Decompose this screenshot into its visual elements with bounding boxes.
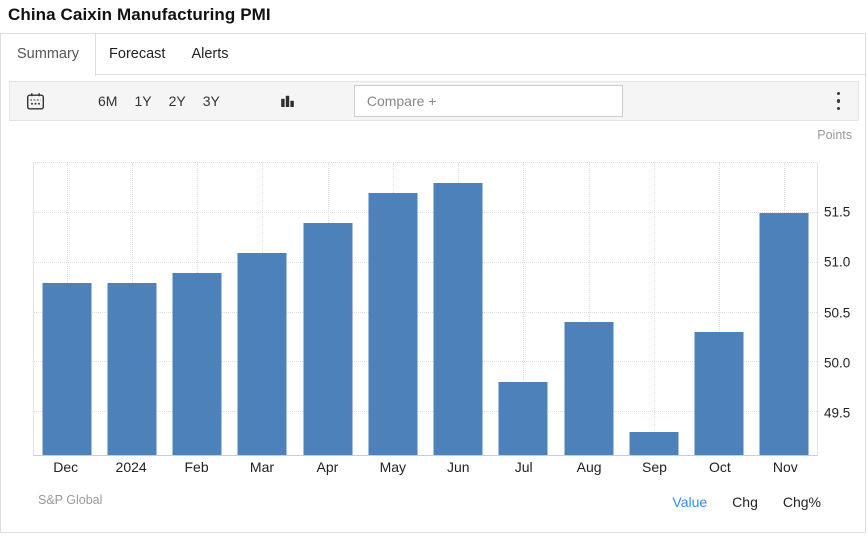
page-title: China Caixin Manufacturing PMI <box>8 5 271 24</box>
bar-Mar[interactable] <box>237 252 287 455</box>
range-buttons: 6M 1Y 2Y 3Y <box>98 93 220 109</box>
x-tick-label: Dec <box>53 459 79 475</box>
mode-link-chgpct[interactable]: Chg% <box>782 494 821 510</box>
x-tick-label: Aug <box>576 459 602 475</box>
tab-alerts[interactable]: Alerts <box>191 46 229 62</box>
bar-Jul[interactable] <box>498 382 548 455</box>
tab-forecast[interactable]: Forecast <box>109 46 166 62</box>
x-axis-labels: Dec 2024 Feb Mar Apr May Jun Jul Aug Sep Oct Nov <box>33 459 818 475</box>
bar-Aug[interactable] <box>564 322 614 455</box>
bar-Apr[interactable] <box>303 222 353 455</box>
bar-May[interactable] <box>368 192 418 455</box>
x-tick-label: Nov <box>772 459 798 475</box>
series-mode-links: Value Chg Chg% <box>672 494 821 510</box>
axis-unit-label: Points <box>817 128 852 142</box>
bar-Nov[interactable] <box>759 212 809 455</box>
bar-Jun[interactable] <box>433 182 483 455</box>
y-tick-label: 49.5 <box>824 405 851 421</box>
gridline-h <box>34 311 817 313</box>
gridline-h <box>34 411 817 413</box>
range-6m-button[interactable]: 6M <box>98 93 118 109</box>
column-chart-icon <box>278 92 296 110</box>
chart-toolbar: 6M 1Y 2Y 3Y <box>9 81 859 121</box>
tab-bar: Summary Forecast Alerts <box>1 34 865 76</box>
bar-Feb[interactable] <box>172 272 222 455</box>
x-tick-label: 2024 <box>115 459 147 475</box>
chart-type-button[interactable] <box>278 92 296 110</box>
calendar-button[interactable] <box>25 91 46 112</box>
range-2y-button[interactable]: 2Y <box>168 93 186 109</box>
y-tick-label: 51.0 <box>824 254 851 270</box>
x-tick-label: Jun <box>446 459 470 475</box>
mode-link-value[interactable]: Value <box>672 494 708 510</box>
x-tick-label: Mar <box>249 459 275 475</box>
y-axis-labels: 49.5 50.0 50.5 51.0 51.5 <box>824 162 864 456</box>
kebab-menu-icon <box>836 91 840 96</box>
source-attribution: S&P Global <box>38 493 103 507</box>
gridline-h <box>34 361 817 363</box>
range-1y-button[interactable]: 1Y <box>134 93 152 109</box>
x-tick-label: Feb <box>184 459 209 475</box>
y-tick-label: 50.5 <box>824 305 851 321</box>
range-3y-button[interactable]: 3Y <box>202 93 220 109</box>
tab-summary[interactable]: Summary <box>1 34 97 76</box>
kebab-menu-button[interactable] <box>835 90 843 113</box>
bar-Oct[interactable] <box>694 332 744 455</box>
y-tick-label: 50.0 <box>824 355 851 371</box>
bar-Dec[interactable] <box>42 282 92 455</box>
gridline-v <box>719 163 721 455</box>
chart-widget: Summary Forecast Alerts 6M 1Y 2Y 3Y <box>0 33 866 533</box>
gridline-h <box>34 261 817 263</box>
x-tick-label: Apr <box>316 459 339 475</box>
bar-2024[interactable] <box>107 282 157 455</box>
y-tick-label: 51.5 <box>824 204 851 220</box>
calendar-icon <box>25 91 46 112</box>
x-tick-label: Sep <box>642 459 667 475</box>
gridline-h <box>34 211 817 213</box>
compare-input[interactable] <box>353 85 623 117</box>
bar-Sep[interactable] <box>629 432 679 455</box>
plot-area <box>33 162 818 456</box>
x-tick-label: Oct <box>709 459 731 475</box>
x-tick-label: Jul <box>514 459 533 475</box>
mode-link-chg[interactable]: Chg <box>732 494 758 510</box>
gridline-v <box>523 163 525 455</box>
gridline-v <box>653 163 655 455</box>
gridline-v <box>588 163 590 455</box>
x-tick-label: May <box>379 459 407 475</box>
